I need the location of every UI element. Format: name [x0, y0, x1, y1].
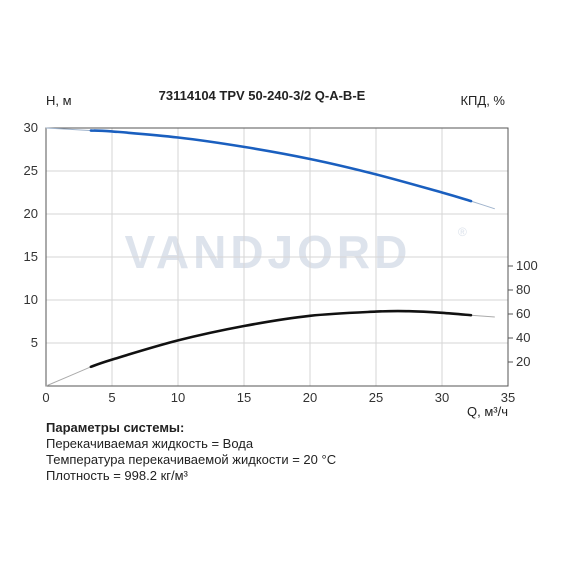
y-right-tick-label: 100: [516, 258, 538, 273]
x-tick-label: 20: [303, 390, 317, 405]
param-density: Плотность = 998.2 кг/м³: [46, 468, 188, 483]
y-right-tick-label: 80: [516, 282, 530, 297]
x-axis-label: Q, м³/ч: [467, 404, 508, 419]
x-tick-label: 35: [501, 390, 515, 405]
param-temperature: Температура перекачиваемой жидкости = 20…: [46, 452, 337, 467]
y-right-tick-label: 60: [516, 306, 530, 321]
head-curve-extension-start: [45, 127, 91, 132]
y-axis-left-label: H, м: [46, 93, 72, 108]
y-axis-right-label: КПД, %: [460, 93, 505, 108]
param-liquid: Перекачиваемая жидкость = Вода: [46, 436, 254, 451]
x-tick-label: 10: [171, 390, 185, 405]
y-left-tick-label: 30: [24, 120, 38, 135]
efficiency-curve-extension-start: [45, 366, 92, 387]
y-left-tick-label: 20: [24, 206, 38, 221]
system-parameters: Параметры системы: Перекачиваемая жидкос…: [46, 420, 336, 484]
y-right-tick-label: 40: [516, 330, 530, 345]
chart-title: 73114104 TPV 50-240-3/2 Q-A-B-E: [159, 88, 366, 103]
efficiency-curve-line: [89, 309, 473, 369]
head-curve-extension-end: [470, 200, 495, 210]
plot-frame: [45, 127, 509, 387]
x-tick-label: 5: [108, 390, 115, 405]
x-tick-label: 0: [42, 390, 49, 405]
watermark-logo: VANDJORD ®: [125, 225, 467, 278]
system-parameters-heading: Параметры системы:: [46, 420, 185, 435]
y-left-tick-label: 25: [24, 163, 38, 178]
y-left-tick-label: 15: [24, 249, 38, 264]
x-tick-label: 25: [369, 390, 383, 405]
y-left-tick-label: 10: [24, 292, 38, 307]
y-right-tick-label: 20: [516, 354, 530, 369]
head-curve-line: [89, 129, 473, 203]
series: [45, 127, 495, 387]
efficiency-curve-extension-end: [470, 314, 495, 318]
y-left-tick-label: 5: [31, 335, 38, 350]
axes: [45, 127, 513, 387]
grid: [46, 128, 508, 386]
x-tick-label: 15: [237, 390, 251, 405]
tick-labels: 0 5 10 15 20 25 30 35 5 10 15 20 25 30 20 40 60 80 100: [24, 120, 538, 405]
pump-curve-chart: VANDJORD ® 0 5 10 15 20 25 30 35 5 10 15 20 25 30 20 40…: [24, 88, 538, 419]
x-tick-label: 30: [435, 390, 449, 405]
watermark-registered-mark: ®: [458, 225, 467, 239]
watermark-text: VANDJORD: [125, 226, 412, 278]
